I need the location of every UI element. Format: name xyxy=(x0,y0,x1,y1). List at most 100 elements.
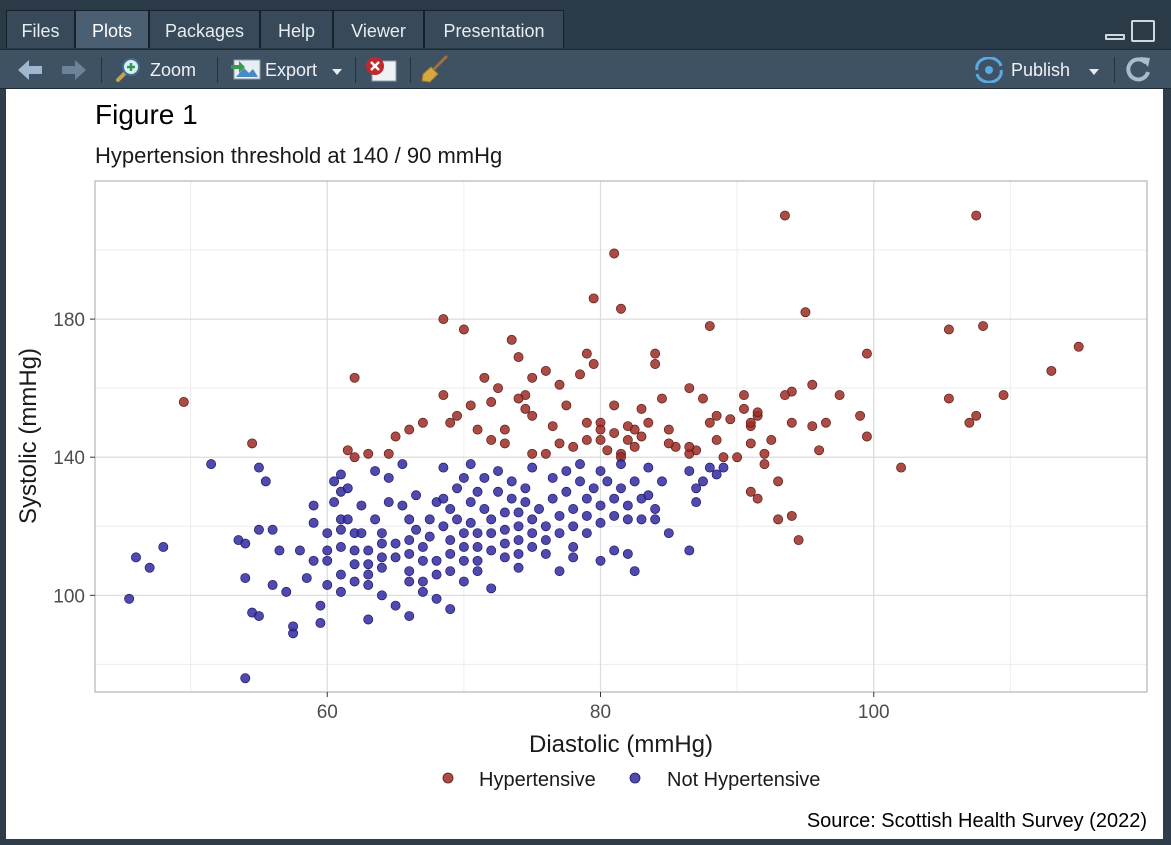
point-not-hypertensive xyxy=(595,555,606,566)
point-not-hypertensive xyxy=(315,617,326,628)
point-hypertensive xyxy=(657,393,667,404)
publish-button[interactable]: Publish xyxy=(972,50,1104,88)
point-not-hypertensive xyxy=(568,521,579,532)
point-hypertensive xyxy=(561,400,572,411)
remove-plot-button[interactable] xyxy=(364,50,400,88)
point-not-hypertensive xyxy=(472,555,483,566)
point-not-hypertensive xyxy=(513,535,524,546)
point-not-hypertensive xyxy=(356,528,367,539)
back-button[interactable] xyxy=(14,50,48,88)
point-not-hypertensive xyxy=(629,566,640,577)
refresh-button[interactable] xyxy=(1124,50,1154,88)
y-tick-label: 100 xyxy=(53,586,85,607)
point-not-hypertensive xyxy=(547,493,558,504)
minimize-icon[interactable] xyxy=(1105,34,1125,40)
point-hypertensive xyxy=(383,448,394,459)
toolbar-separator xyxy=(410,57,411,83)
forward-button[interactable] xyxy=(58,50,92,88)
x-tick-label: 80 xyxy=(590,702,611,723)
point-not-hypertensive xyxy=(281,586,292,597)
tab-viewer[interactable]: Viewer xyxy=(333,10,424,48)
point-not-hypertensive xyxy=(308,500,319,511)
point-not-hypertensive xyxy=(288,621,299,632)
point-not-hypertensive xyxy=(274,545,285,556)
export-button[interactable]: Export xyxy=(228,50,346,88)
point-not-hypertensive xyxy=(356,500,367,511)
point-not-hypertensive xyxy=(383,472,394,483)
point-hypertensive xyxy=(540,448,551,459)
point-hypertensive xyxy=(971,410,982,421)
point-not-hypertensive xyxy=(445,548,456,559)
point-not-hypertensive xyxy=(411,490,422,501)
point-hypertensive xyxy=(759,459,770,470)
tab-help[interactable]: Help xyxy=(260,10,333,48)
point-hypertensive xyxy=(698,393,708,404)
point-hypertensive xyxy=(493,383,503,394)
point-not-hypertensive xyxy=(527,528,538,539)
maximize-icon[interactable] xyxy=(1131,20,1155,42)
point-not-hypertensive xyxy=(253,611,264,621)
point-not-hypertensive xyxy=(404,611,415,621)
clear-plots-button[interactable] xyxy=(418,50,452,88)
point-hypertensive xyxy=(363,448,374,459)
point-hypertensive xyxy=(513,393,524,404)
tab-files[interactable]: Files xyxy=(6,10,75,48)
point-not-hypertensive xyxy=(363,569,374,580)
point-not-hypertensive xyxy=(322,545,333,556)
point-not-hypertensive xyxy=(363,580,374,590)
zoom-button[interactable]: Zoom xyxy=(112,50,204,88)
tab-presentation[interactable]: Presentation xyxy=(424,10,564,48)
point-not-hypertensive xyxy=(267,524,278,535)
point-hypertensive xyxy=(704,321,715,331)
point-hypertensive xyxy=(766,435,777,445)
point-not-hypertensive xyxy=(595,500,606,511)
point-hypertensive xyxy=(527,372,538,383)
point-not-hypertensive xyxy=(472,486,483,497)
tab-packages[interactable]: Packages xyxy=(149,10,260,48)
point-not-hypertensive xyxy=(431,569,442,580)
point-not-hypertensive xyxy=(486,514,497,525)
point-not-hypertensive xyxy=(575,476,585,487)
point-hypertensive xyxy=(438,390,449,401)
legend: Hypertensive Not Hypertensive xyxy=(442,769,820,791)
tab-label: Files xyxy=(21,21,60,41)
point-hypertensive xyxy=(718,452,729,463)
point-hypertensive xyxy=(342,445,353,456)
point-not-hypertensive xyxy=(349,545,360,556)
point-hypertensive xyxy=(472,424,483,435)
point-not-hypertensive xyxy=(417,586,428,597)
point-not-hypertensive xyxy=(315,600,326,611)
plots-toolbar: Zoom Export Publis xyxy=(0,50,1171,89)
point-not-hypertensive xyxy=(308,555,319,566)
export-label: Export xyxy=(265,60,318,80)
point-not-hypertensive xyxy=(602,476,613,487)
point-not-hypertensive xyxy=(479,504,490,514)
point-not-hypertensive xyxy=(561,486,572,497)
point-hypertensive xyxy=(800,307,811,318)
point-hypertensive xyxy=(663,424,674,435)
broom-icon xyxy=(421,55,448,83)
point-not-hypertensive xyxy=(445,535,456,546)
point-not-hypertensive xyxy=(267,580,278,590)
point-not-hypertensive xyxy=(568,504,579,514)
point-hypertensive xyxy=(861,348,872,359)
tab-plots[interactable]: Plots xyxy=(75,10,149,48)
point-not-hypertensive xyxy=(575,459,585,470)
point-hypertensive xyxy=(404,424,415,435)
point-not-hypertensive xyxy=(465,459,476,470)
point-not-hypertensive xyxy=(329,476,340,487)
point-hypertensive xyxy=(458,324,469,335)
point-hypertensive xyxy=(616,303,626,314)
point-hypertensive xyxy=(595,424,606,435)
point-not-hypertensive xyxy=(465,517,476,528)
point-hypertensive xyxy=(588,359,599,369)
point-not-hypertensive xyxy=(527,462,538,473)
point-not-hypertensive xyxy=(616,483,626,494)
toolbar-separator xyxy=(101,57,102,83)
point-hypertensive xyxy=(793,535,804,546)
point-hypertensive xyxy=(814,445,825,456)
point-not-hypertensive xyxy=(588,483,599,494)
point-not-hypertensive xyxy=(206,459,217,470)
point-not-hypertensive xyxy=(390,538,401,549)
point-not-hypertensive xyxy=(506,493,517,504)
